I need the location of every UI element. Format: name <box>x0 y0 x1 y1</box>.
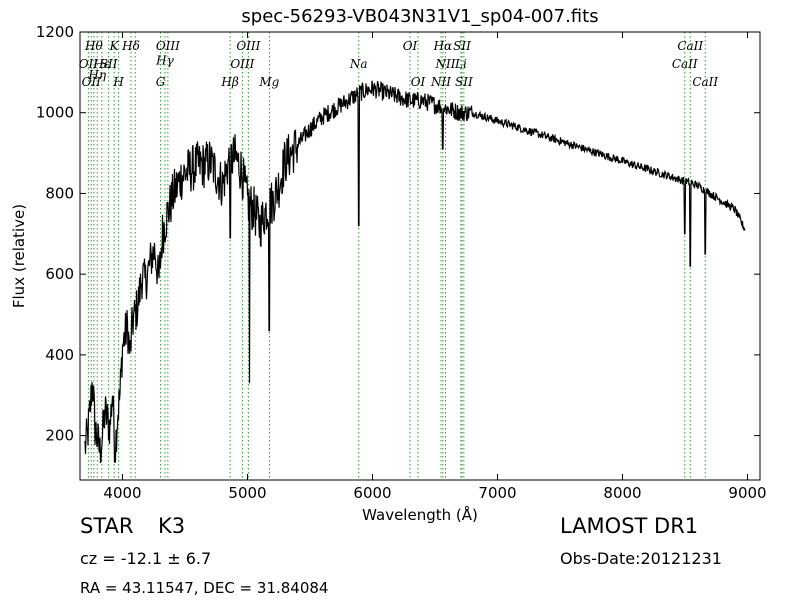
line-label: OIII <box>156 39 180 53</box>
line-label: OIII <box>230 57 254 71</box>
line-label: NII <box>430 75 451 89</box>
x-tick-label: 5000 <box>228 484 266 502</box>
line-label: CaII <box>677 39 703 53</box>
redshift-readout: cz = -12.1 ± 6.7 <box>80 549 212 568</box>
coordinates-readout: RA = 43.11547, DEC = 31.84084 <box>80 579 329 597</box>
y-axis: 200 400 600 800 1000 1200 <box>36 23 760 445</box>
spectrum-series <box>84 80 746 464</box>
line-label: CaII <box>692 75 718 89</box>
y-tick-label: 200 <box>45 427 74 445</box>
line-label: Hα <box>433 39 453 53</box>
x-tick-label: 8000 <box>603 484 641 502</box>
line-label: SII <box>453 39 471 53</box>
y-tick-label: 1000 <box>36 104 74 122</box>
object-class: STAR <box>80 514 134 538</box>
line-markers <box>87 32 706 480</box>
line-label: Hε <box>92 57 110 71</box>
line-label: Hη <box>87 68 106 82</box>
x-tick-label: 9000 <box>728 484 766 502</box>
line-label: Hδ <box>121 39 140 53</box>
x-axis: 4000 5000 6000 7000 8000 9000 <box>103 32 767 502</box>
line-label: H <box>112 75 124 89</box>
x-tick-label: 4000 <box>103 484 141 502</box>
line-labels: OIIOIIHθHηHεKHSIIHδGHγOIIIHβOIIIOIIIMgNa… <box>79 39 719 89</box>
observation-date: Obs-Date:20121231 <box>560 549 722 568</box>
line-label: G <box>156 75 166 89</box>
line-label: Na <box>349 57 368 71</box>
line-label: K <box>109 39 120 53</box>
line-label: Hθ <box>84 39 103 53</box>
spectrum-line <box>84 80 746 464</box>
line-label: Hβ <box>220 75 238 89</box>
y-axis-label: Flux (relative) <box>10 204 28 308</box>
y-tick-label: 1200 <box>36 23 74 41</box>
line-label: OII <box>82 75 102 89</box>
survey-name: LAMOST DR1 <box>560 514 699 538</box>
chart-title: spec-56293-VB043N31V1_sp04-007.fits <box>241 6 598 27</box>
line-label: OIII <box>236 39 260 53</box>
line-label: NII <box>435 57 456 71</box>
line-label: SII <box>100 57 118 71</box>
line-label: CaII <box>672 57 698 71</box>
x-tick-label: 6000 <box>353 484 391 502</box>
y-tick-label: 400 <box>45 346 74 364</box>
line-label: Mg <box>258 75 279 89</box>
x-axis-label: Wavelength (Å) <box>362 505 478 524</box>
line-label: SII <box>455 75 473 89</box>
x-tick-label: 7000 <box>478 484 516 502</box>
line-label: OI <box>403 39 418 53</box>
line-label: Li <box>454 57 467 71</box>
y-tick-label: 600 <box>45 265 74 283</box>
plot-frame <box>79 31 761 481</box>
y-tick-label: 800 <box>45 184 74 202</box>
line-label: OII <box>79 57 99 71</box>
spectral-subclass: K3 <box>158 514 186 538</box>
line-label: Hγ <box>155 53 174 67</box>
line-label: OI <box>411 75 426 89</box>
